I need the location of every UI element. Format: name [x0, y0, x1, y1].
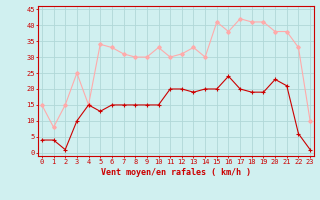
X-axis label: Vent moyen/en rafales ( km/h ): Vent moyen/en rafales ( km/h ): [101, 168, 251, 177]
